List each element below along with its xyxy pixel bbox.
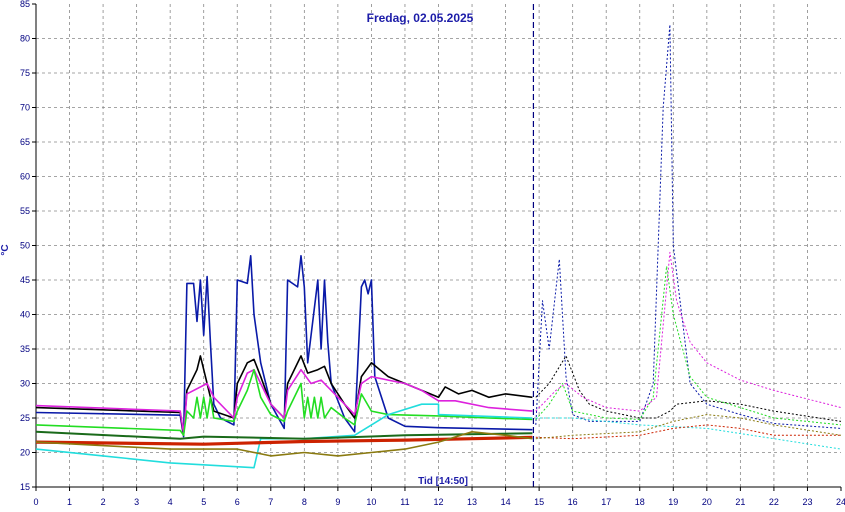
x-tick-label: 15	[534, 497, 544, 507]
series-line-3	[35, 368, 533, 437]
forecast-line-5	[535, 424, 841, 440]
y-tick-label: 50	[20, 241, 30, 251]
series-line-1	[35, 355, 533, 437]
series-line-6	[35, 430, 533, 440]
forecast-line-1	[535, 355, 842, 422]
y-tick-label: 70	[20, 103, 30, 113]
x-tick-label: 7	[268, 497, 273, 507]
x-tick-label: 4	[168, 497, 173, 507]
series-line-7	[35, 430, 533, 457]
x-tick-label: 10	[366, 497, 376, 507]
x-tick-label: 11	[400, 497, 409, 507]
y-tick-label: 75	[20, 68, 30, 78]
x-tick-label: 5	[201, 497, 206, 507]
forecast-line-4	[535, 417, 842, 450]
x-tick-label: 14	[501, 497, 511, 507]
x-tick-label: 8	[302, 497, 307, 507]
y-tick-label: 20	[20, 448, 30, 458]
x-tick-label: 9	[335, 497, 340, 507]
forecast-line-3	[535, 265, 842, 426]
x-tick-label: 2	[101, 497, 106, 507]
forecast-line-2	[535, 251, 842, 412]
y-axis-label: °C	[0, 244, 11, 255]
y-tick-label: 40	[20, 310, 30, 320]
x-tick-label: 6	[235, 497, 240, 507]
y-tick-label: 15	[20, 482, 30, 492]
x-tick-label: 17	[601, 497, 611, 507]
chart-title: Fredag, 02.05.2025	[367, 11, 474, 25]
series-line-0	[35, 255, 533, 438]
y-tick-label: 60	[20, 172, 30, 182]
x-tick-label: 23	[802, 497, 812, 507]
x-tick-label: 21	[735, 497, 745, 507]
series-line-5	[35, 435, 533, 446]
y-tick-label: 85	[20, 0, 30, 9]
y-tick-label: 55	[20, 206, 30, 216]
x-tick-label: 12	[433, 497, 443, 507]
x-tick-label: 1	[67, 497, 72, 507]
y-tick-label: 25	[20, 413, 30, 423]
y-tick-label: 30	[20, 379, 30, 389]
x-tick-label: 0	[33, 497, 38, 507]
grid	[36, 4, 841, 487]
axes: 0 1 2 3 4 5 6 7 8 9 10 11 12 13 14 15 16 17 18 19 20 21 22 23 24…	[20, 0, 845, 507]
series-line-2	[35, 368, 533, 435]
x-tick-label: 13	[467, 497, 477, 507]
x-tick-label: 19	[668, 497, 678, 507]
x-tick-label: 18	[635, 497, 645, 507]
y-tick-label: 45	[20, 275, 30, 285]
series-group	[35, 255, 533, 469]
x-tick-label: 20	[702, 497, 712, 507]
x-tick-label: 22	[769, 497, 779, 507]
y-tick-label: 80	[20, 34, 30, 44]
y-tick-label: 35	[20, 344, 30, 354]
forecast-line-6	[535, 414, 842, 440]
x-tick-label: 16	[568, 497, 578, 507]
forecast-group	[535, 24, 842, 450]
x-tick-label: 3	[134, 497, 139, 507]
x-axis-label: Tid [14:50]	[418, 476, 468, 487]
forecast-line-0	[535, 24, 842, 429]
y-tick-label: 65	[20, 137, 30, 147]
x-tick-label: 24	[836, 497, 845, 507]
